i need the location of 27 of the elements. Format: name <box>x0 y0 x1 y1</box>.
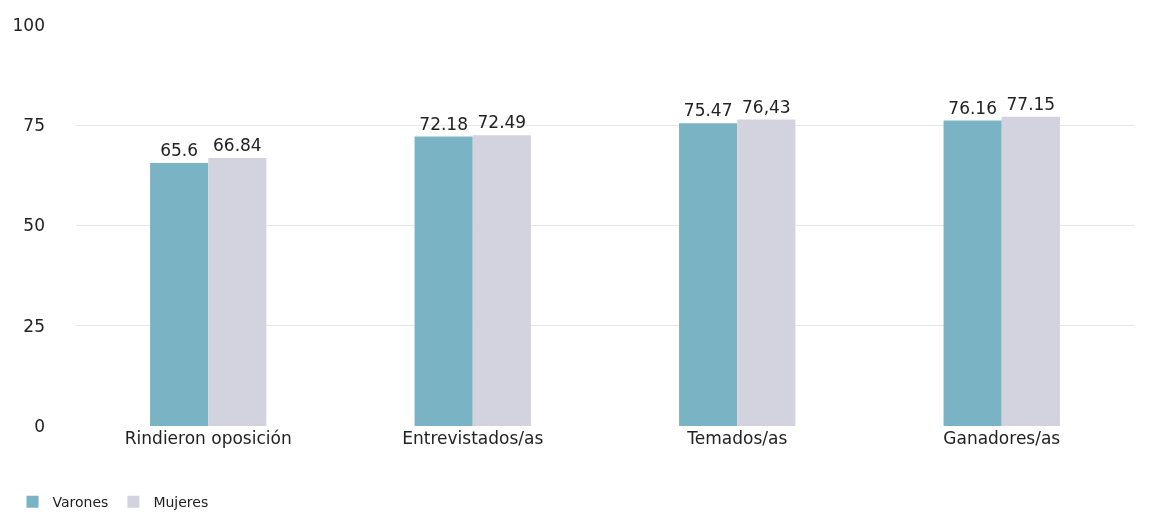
y-tick-label: 75 <box>23 115 45 136</box>
data-label: 76.16 <box>948 97 997 118</box>
x-tick-label: Temados/as <box>686 428 788 448</box>
x-tick-label: Entrevistados/as <box>402 428 544 448</box>
data-label: 66.84 <box>213 134 262 155</box>
data-label: 75.47 <box>683 100 733 121</box>
y-tick-label: 100 <box>12 14 45 35</box>
data-label: 72.49 <box>477 112 527 133</box>
x-tick-label: Ganadores/as <box>943 428 1061 448</box>
bar <box>208 157 267 426</box>
y-tick-label: 0 <box>34 415 45 436</box>
bar <box>472 135 531 426</box>
x-tick-label: Rindieron oposición <box>124 428 292 448</box>
data-label: 72.18 <box>419 113 468 134</box>
bar <box>1001 116 1060 426</box>
bar <box>679 123 738 426</box>
y-tick-label: 25 <box>23 315 45 336</box>
y-tick-label: 50 <box>23 215 45 236</box>
legend-label: Varones <box>52 494 109 511</box>
data-label: 65.6 <box>160 139 199 160</box>
bar <box>943 120 1002 426</box>
bar <box>414 136 473 426</box>
data-label: 77.15 <box>1006 93 1056 114</box>
data-label: 76,43 <box>742 96 791 117</box>
bar <box>737 119 796 426</box>
legend-label: Mujeres <box>153 494 209 511</box>
bar <box>150 162 209 426</box>
